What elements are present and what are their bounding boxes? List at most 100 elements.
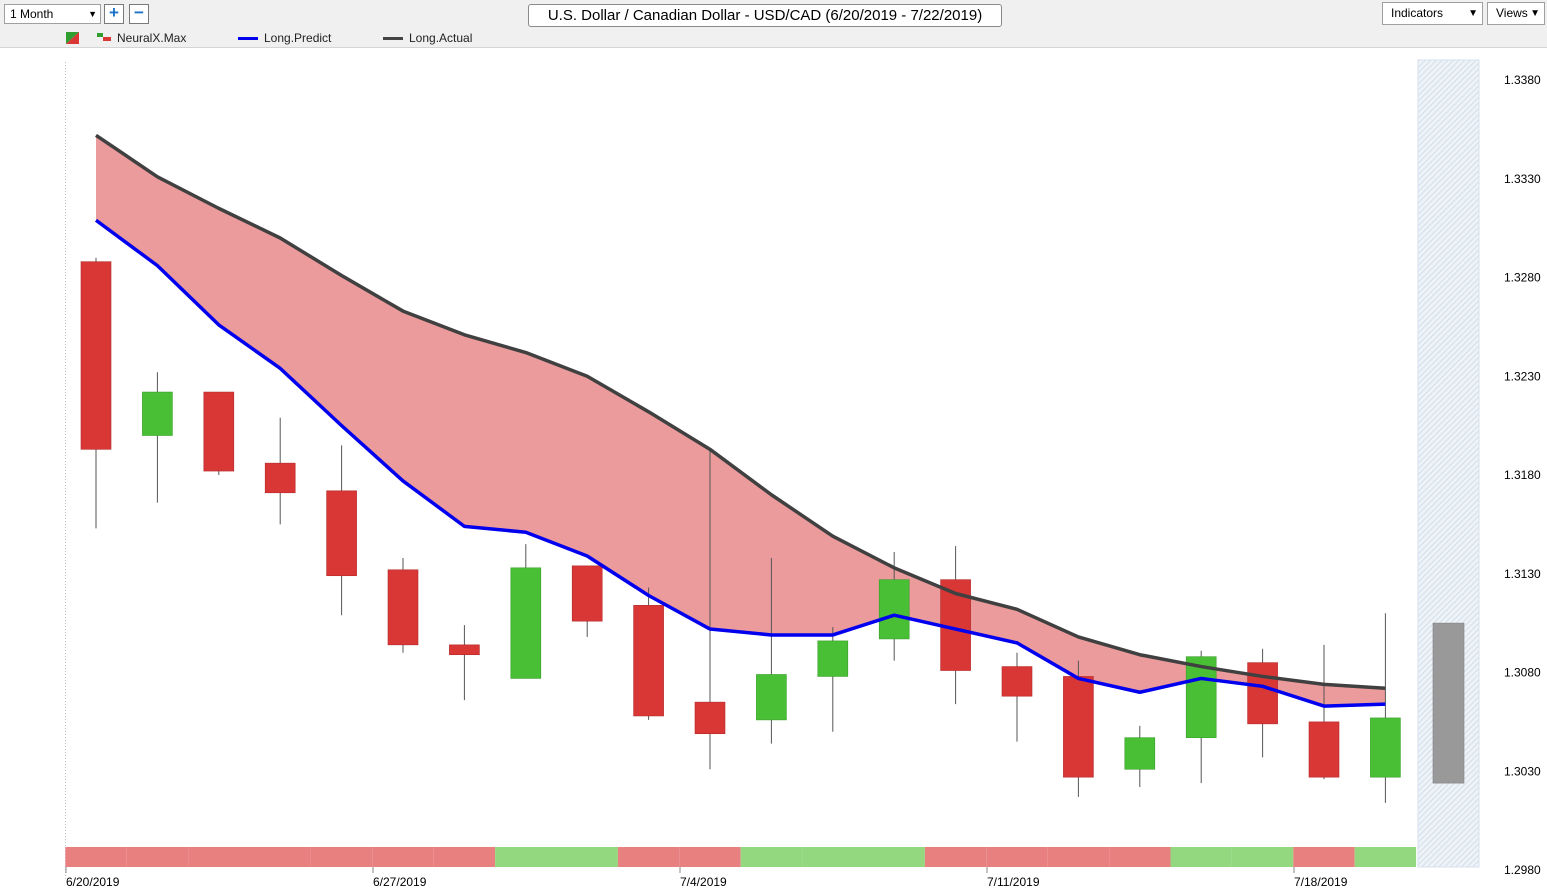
signal-strip-segment: [1170, 847, 1232, 867]
signal-strip-segment: [1231, 847, 1294, 867]
candle-body: [80, 261, 112, 450]
signal-strip-segment: [679, 847, 741, 867]
x-tick-label: 6/20/2019: [66, 875, 120, 889]
legend-long-actual: Long.Actual: [409, 31, 473, 45]
candle: [387, 557, 419, 653]
signal-strip-segment: [863, 847, 925, 867]
signal-strip-segment: [1047, 847, 1110, 867]
predict-actual-band: [96, 135, 1386, 707]
forecast-bar: [1432, 622, 1465, 784]
candle: [878, 552, 910, 661]
indicators-select[interactable]: Indicators ▼: [1382, 2, 1483, 25]
candle: [80, 257, 112, 529]
candle-body: [449, 644, 480, 656]
long-predict-swatch-icon: [238, 37, 258, 40]
y-tick-label: 1.3030: [1504, 764, 1541, 778]
candle: [1370, 613, 1401, 803]
signal-strip-segment: [1354, 847, 1417, 867]
candle-body: [756, 674, 787, 721]
candle-body: [203, 391, 235, 472]
candle: [571, 565, 603, 637]
candle-body: [264, 462, 296, 494]
toolbar: 1 Month ▼ + − U.S. Dollar / Canadian Dol…: [0, 0, 1547, 48]
candle-body: [817, 640, 849, 677]
x-tick-label: 6/27/2019: [373, 875, 427, 889]
candle-body: [694, 701, 726, 735]
x-tick-label: 7/18/2019: [1294, 875, 1348, 889]
candle-body: [387, 569, 419, 646]
signal-strip-segment: [433, 847, 496, 867]
candle-body: [142, 391, 173, 436]
candle: [1124, 725, 1156, 788]
candle: [817, 627, 849, 732]
y-tick-label: 1.3080: [1504, 666, 1541, 680]
zoom-out-button[interactable]: −: [129, 4, 149, 24]
y-tick-label: 1.2980: [1504, 863, 1541, 877]
period-select-label: 1 Month: [10, 7, 54, 21]
period-select[interactable]: 1 Month ▼: [4, 4, 101, 24]
signal-strip-segment: [372, 847, 434, 867]
candle-body: [633, 605, 664, 717]
candle: [1308, 644, 1340, 780]
candle: [264, 417, 296, 525]
chart-title: U.S. Dollar / Canadian Dollar - USD/CAD …: [528, 4, 1002, 27]
candle: [449, 625, 480, 701]
signal-strip-segment: [740, 847, 803, 867]
candle-body: [510, 567, 542, 679]
x-tick-label: 7/4/2019: [680, 875, 727, 889]
y-tick-label: 1.3380: [1504, 73, 1541, 87]
candle-body: [571, 565, 603, 622]
signal-strip-segment: [495, 847, 557, 867]
candle-body: [1001, 666, 1033, 697]
candle-body: [1370, 717, 1401, 778]
signal-strip-segment: [188, 847, 250, 867]
series-line-long-predict: [94, 218, 1386, 708]
candle: [633, 587, 664, 720]
signal-strip-segment: [802, 847, 864, 867]
candle-body: [1247, 662, 1278, 725]
signal-strip-segment: [1109, 847, 1171, 867]
candle-body: [1124, 737, 1156, 770]
chevron-down-icon: ▼: [1530, 8, 1540, 19]
signal-strip-segment: [1293, 847, 1355, 867]
price-chart[interactable]: 1.3380 1.3330 1.3280 1.3230 1.3180 1.3130 1.30…: [0, 48, 1547, 892]
legend-long-predict: Long.Predict: [264, 31, 332, 45]
candle: [694, 449, 726, 770]
signal-strip-segment: [924, 847, 987, 867]
indicators-label: Indicators: [1391, 6, 1444, 20]
candle: [142, 372, 173, 503]
long-actual-swatch-icon: [383, 37, 403, 40]
views-button[interactable]: Views ▼: [1487, 2, 1545, 25]
y-tick-label: 1.3180: [1504, 468, 1541, 482]
signal-strip-segment: [126, 847, 189, 867]
candle: [1001, 652, 1033, 742]
candle-body: [1063, 676, 1094, 778]
zoom-in-button[interactable]: +: [104, 4, 124, 24]
y-tick-label: 1.3280: [1504, 271, 1541, 285]
candle: [510, 544, 542, 679]
chevron-down-icon: ▼: [1468, 8, 1478, 19]
chevron-down-icon: ▼: [88, 9, 97, 19]
series-line-long-actual: [95, 133, 1386, 691]
neuralx-max-swatch-icon: [97, 33, 111, 41]
candle: [203, 391, 235, 475]
candle: [756, 557, 787, 744]
candle: [1247, 648, 1278, 758]
signal-strip-segment: [310, 847, 373, 867]
candle: [326, 445, 357, 616]
signal-strip-segment: [617, 847, 680, 867]
candle-body: [878, 579, 910, 640]
x-tick-label: 7/11/2019: [987, 875, 1040, 889]
candle: [1185, 650, 1217, 784]
signal-strip-segment: [249, 847, 311, 867]
y-tick-label: 1.3130: [1504, 567, 1541, 581]
y-tick-label: 1.3230: [1504, 369, 1541, 383]
signal-strip-segment: [65, 847, 127, 867]
candle-body: [326, 490, 357, 577]
views-label: Views: [1496, 6, 1528, 20]
legend-neuralx-max: NeuralX.Max: [117, 31, 187, 45]
signal-strip-segment: [986, 847, 1048, 867]
candle-body: [1185, 656, 1217, 738]
signal-strip-segment: [556, 847, 618, 867]
